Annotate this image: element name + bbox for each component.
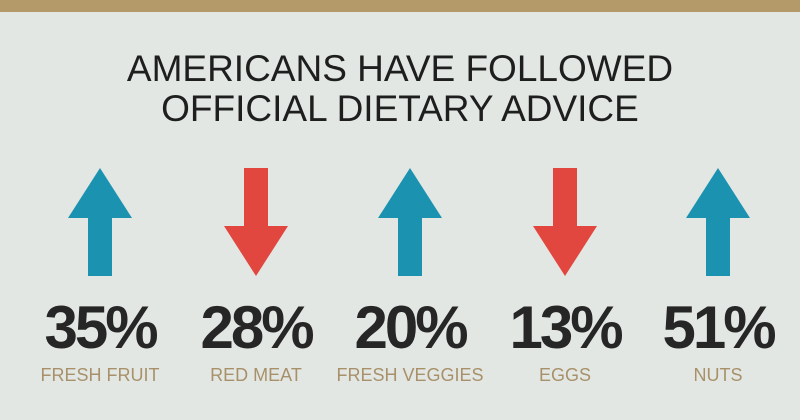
item-label: RED MEAT [210,365,302,385]
percent-value: 51% [662,294,775,361]
item-label: FRESH VEGGIES [336,365,483,385]
title-line: AMERICANS HAVE FOLLOWED [127,48,673,89]
title-line: OFFICIAL DIETARY ADVICE [161,88,639,129]
percent-value: 28% [200,294,313,361]
item-label: FRESH FRUIT [41,365,160,385]
item-label: EGGS [539,365,591,385]
arrow-down [533,168,597,276]
arrow-up [378,168,442,276]
arrow-up [686,168,750,276]
percent-value: 13% [509,294,622,361]
item-label: NUTS [694,365,743,385]
percent-value: 20% [354,294,467,361]
percent-value: 35% [44,294,157,361]
arrow-down [224,168,288,276]
top-bar [0,0,800,12]
arrow-up [68,168,132,276]
